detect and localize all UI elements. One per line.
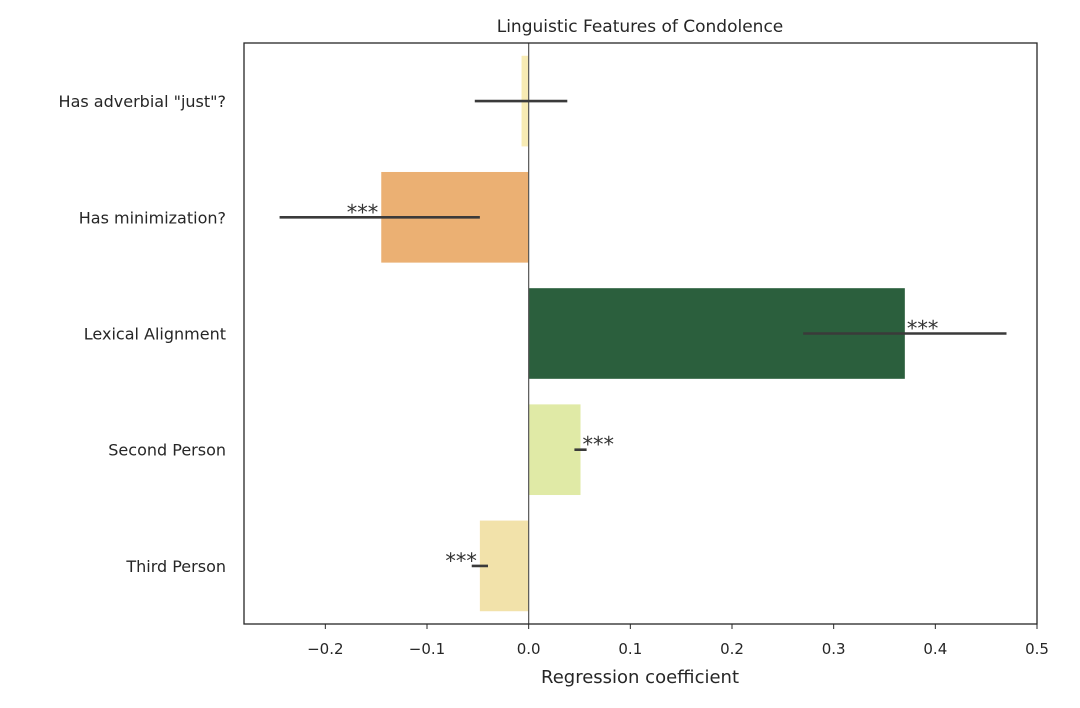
x-axis-ticks: −0.2 −0.1 0.0 0.1 0.2 0.3 0.4 0.5 bbox=[307, 624, 1049, 658]
x-tick-label: −0.1 bbox=[409, 640, 445, 658]
x-tick-label: 0.5 bbox=[1025, 640, 1049, 658]
chart-title: Linguistic Features of Condolence bbox=[497, 17, 784, 37]
significance-label: *** bbox=[445, 549, 477, 573]
category-label: Second Person bbox=[108, 441, 226, 460]
category-label: Lexical Alignment bbox=[84, 325, 226, 344]
y-axis-category-labels: Has adverbial "just"? Has minimization? Le… bbox=[59, 92, 226, 576]
category-label: Third Person bbox=[125, 557, 226, 576]
significance-labels: *** *** *** *** bbox=[347, 200, 939, 573]
category-label: Has minimization? bbox=[79, 208, 226, 227]
errors-layer bbox=[279, 99, 1007, 568]
significance-label: *** bbox=[347, 200, 379, 224]
significance-label: *** bbox=[583, 433, 615, 457]
category-label: Has adverbial "just"? bbox=[59, 92, 226, 111]
bar bbox=[528, 404, 581, 496]
x-tick-label: −0.2 bbox=[307, 640, 343, 658]
x-tick-label: 0.1 bbox=[618, 640, 642, 658]
x-tick-label: 0.3 bbox=[822, 640, 846, 658]
plot-frame bbox=[243, 42, 1038, 625]
significance-label: *** bbox=[907, 317, 939, 341]
bars-layer bbox=[381, 55, 905, 612]
x-tick-label: 0.2 bbox=[720, 640, 744, 658]
x-tick-label: 0.4 bbox=[923, 640, 947, 658]
x-tick-label: 0.0 bbox=[517, 640, 541, 658]
x-axis-label: Regression coefficient bbox=[541, 667, 739, 688]
